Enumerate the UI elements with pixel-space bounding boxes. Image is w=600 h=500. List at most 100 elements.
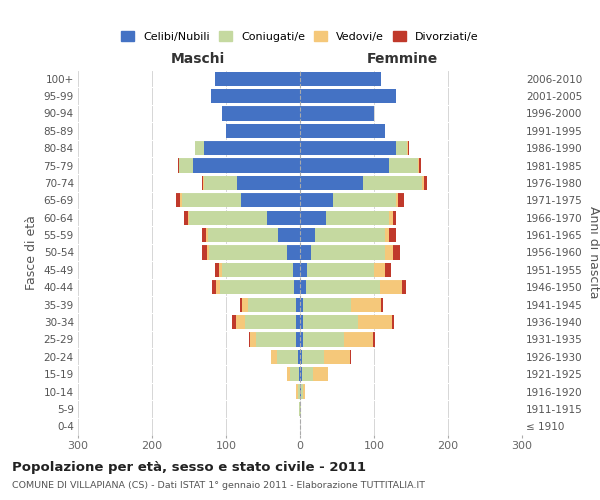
Bar: [202, 176, 203, 190]
Bar: [207, 246, 209, 260]
Bar: [195, 141, 204, 156]
Bar: [351, 298, 380, 312]
Bar: [240, 298, 242, 312]
Bar: [300, 106, 374, 120]
Bar: [300, 210, 326, 225]
Bar: [407, 141, 408, 156]
Bar: [223, 263, 293, 277]
Text: Popolazione per età, sesso e stato civile - 2011: Popolazione per età, sesso e stato civil…: [12, 462, 366, 474]
Bar: [313, 367, 328, 382]
Bar: [306, 280, 380, 294]
Bar: [178, 158, 179, 172]
Bar: [303, 315, 358, 329]
Bar: [293, 263, 300, 277]
Bar: [300, 124, 385, 138]
Bar: [222, 106, 300, 120]
Bar: [184, 210, 188, 225]
Bar: [300, 246, 311, 260]
Bar: [266, 210, 300, 225]
Bar: [277, 350, 298, 364]
Bar: [204, 141, 300, 156]
Bar: [303, 384, 305, 398]
Bar: [363, 176, 422, 190]
Bar: [202, 228, 206, 242]
Bar: [373, 332, 375, 346]
Y-axis label: Anni di nascita: Anni di nascita: [587, 206, 599, 298]
Bar: [237, 176, 300, 190]
Bar: [358, 315, 392, 329]
Bar: [182, 193, 241, 208]
Bar: [296, 332, 300, 346]
Bar: [300, 280, 306, 294]
Bar: [396, 193, 398, 208]
Bar: [344, 332, 373, 346]
Bar: [300, 228, 315, 242]
Bar: [392, 315, 394, 329]
Bar: [300, 367, 302, 382]
Bar: [220, 280, 294, 294]
Bar: [296, 384, 298, 398]
Bar: [179, 158, 193, 172]
Bar: [250, 332, 256, 346]
Bar: [241, 193, 300, 208]
Bar: [204, 176, 237, 190]
Bar: [408, 141, 409, 156]
Bar: [303, 332, 344, 346]
Bar: [245, 315, 296, 329]
Bar: [249, 332, 250, 346]
Bar: [385, 246, 392, 260]
Bar: [398, 193, 404, 208]
Bar: [298, 350, 300, 364]
Bar: [203, 176, 204, 190]
Bar: [202, 246, 207, 260]
Bar: [248, 298, 296, 312]
Bar: [422, 176, 424, 190]
Bar: [300, 176, 363, 190]
Bar: [242, 298, 248, 312]
Bar: [380, 298, 383, 312]
Bar: [300, 298, 303, 312]
Bar: [392, 246, 400, 260]
Bar: [215, 72, 300, 86]
Bar: [256, 332, 296, 346]
Bar: [374, 263, 385, 277]
Bar: [299, 367, 300, 382]
Bar: [334, 193, 396, 208]
Bar: [215, 280, 220, 294]
Bar: [271, 350, 277, 364]
Bar: [300, 158, 389, 172]
Bar: [211, 89, 300, 103]
Bar: [389, 210, 392, 225]
Bar: [212, 280, 215, 294]
Bar: [226, 124, 300, 138]
Bar: [290, 367, 299, 382]
Bar: [302, 350, 325, 364]
Bar: [300, 89, 396, 103]
Bar: [380, 280, 402, 294]
Bar: [315, 228, 385, 242]
Bar: [385, 263, 391, 277]
Bar: [236, 315, 245, 329]
Bar: [350, 350, 351, 364]
Bar: [389, 228, 396, 242]
Bar: [296, 315, 300, 329]
Bar: [298, 384, 300, 398]
Text: COMUNE DI VILLAPIANA (CS) - Dati ISTAT 1° gennaio 2011 - Elaborazione TUTTITALIA: COMUNE DI VILLAPIANA (CS) - Dati ISTAT 1…: [12, 481, 425, 490]
Bar: [189, 210, 266, 225]
Bar: [176, 193, 180, 208]
Bar: [278, 228, 300, 242]
Bar: [307, 263, 374, 277]
Bar: [299, 402, 300, 416]
Bar: [180, 193, 182, 208]
Bar: [325, 350, 350, 364]
Bar: [300, 315, 303, 329]
Bar: [300, 141, 396, 156]
Bar: [287, 246, 300, 260]
Bar: [302, 367, 313, 382]
Bar: [294, 280, 300, 294]
Bar: [208, 228, 278, 242]
Bar: [326, 210, 389, 225]
Bar: [300, 350, 302, 364]
Bar: [218, 263, 222, 277]
Bar: [193, 158, 300, 172]
